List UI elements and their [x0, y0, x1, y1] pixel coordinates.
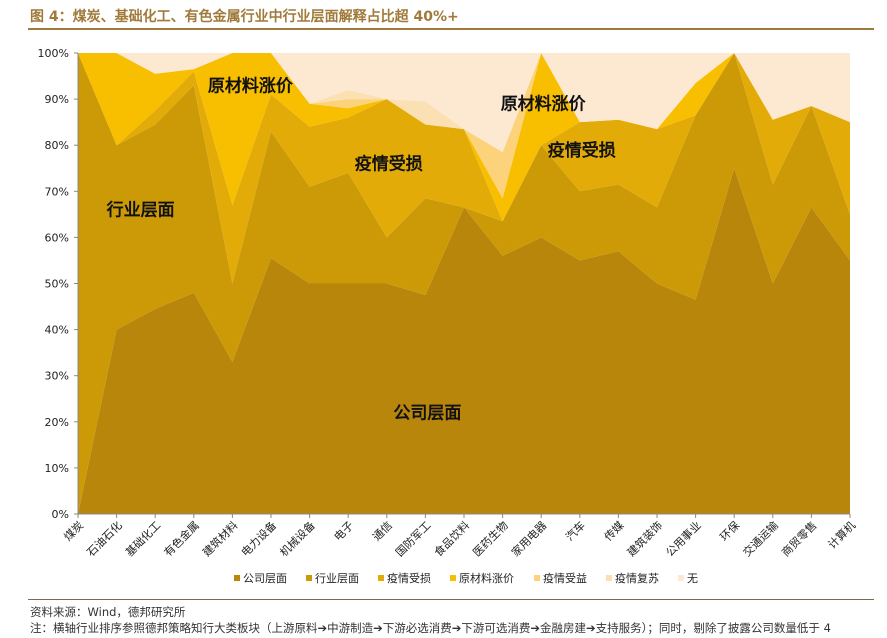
chart-annotation: 原材料涨价: [208, 75, 294, 96]
chart-annotation: 原材料涨价: [501, 94, 587, 115]
area-series-3: [78, 53, 850, 284]
x-tick-label: 基础化工: [122, 518, 163, 559]
x-tick-label: 石油石化: [84, 518, 125, 559]
y-tick-label: 10%: [45, 462, 69, 475]
legend-swatch: [606, 575, 612, 581]
legend-label: 疫情复苏: [615, 571, 659, 585]
legend-label: 原材料涨价: [459, 571, 514, 585]
title-divider: [28, 28, 874, 30]
y-tick-label: 100%: [38, 47, 69, 60]
x-tick-label: 通信: [370, 519, 395, 544]
x-tick-label: 公用事业: [663, 519, 703, 559]
y-tick-label: 90%: [45, 93, 69, 106]
legend-swatch: [234, 575, 240, 581]
x-tick-label: 汽车: [562, 518, 587, 543]
stacked-area-chart: 0% 10% 20% 30% 40% 50% 60% 70% 80% 90% 100% 煤炭石油石化…: [38, 47, 859, 585]
footer-divider: [28, 599, 874, 600]
legend-swatch: [306, 575, 312, 581]
area-series-2: [78, 53, 850, 514]
y-tick-label: 60%: [45, 231, 69, 244]
x-tick-label: 建筑材料: [200, 518, 241, 559]
x-tick-label: 国防军工: [393, 518, 434, 559]
area-series-1: [78, 168, 850, 515]
footnote: 注：横轴行业排序参照德邦策略知行大类板块（上游原料➔中游制造➔下游必选消费➔下游…: [30, 621, 831, 635]
y-tick-label: 70%: [45, 185, 69, 198]
chart-annotation: 疫情受损: [548, 140, 616, 161]
chart-annotation: 行业层面: [106, 200, 175, 221]
y-tick-label: 30%: [45, 370, 69, 383]
area-series-7: [78, 53, 850, 153]
legend-swatch: [678, 575, 684, 581]
x-tick-label: 商贸零售: [779, 518, 820, 559]
x-tick-label: 煤炭: [61, 519, 86, 544]
x-tick-label: 医药生物: [470, 518, 511, 559]
y-tick-label: 0%: [52, 508, 69, 521]
x-tick-label: 交通运输: [740, 518, 781, 559]
y-tick-label: 40%: [45, 324, 69, 337]
x-tick-label: 家用电器: [508, 518, 549, 559]
legend-label: 公司层面: [243, 572, 287, 585]
x-tick-label: 计算机: [825, 518, 858, 551]
chart-annotation: 公司层面: [393, 404, 461, 424]
x-tick-label: 电子: [332, 519, 357, 544]
legend-swatch: [450, 575, 456, 581]
x-tick-label: 环保: [717, 518, 742, 543]
y-tick-label: 20%: [45, 416, 69, 429]
x-tick-label: 建筑装饰: [624, 518, 665, 559]
x-tick-label: 有色金属: [161, 518, 202, 559]
x-tick-label: 电力设备: [238, 518, 279, 559]
legend-label: 无: [687, 572, 698, 585]
chart-annotation: 疫情受损: [355, 154, 423, 175]
area-series-4: [78, 53, 850, 222]
x-tick-label: 传媒: [602, 519, 627, 544]
legend-label: 疫情受损: [387, 571, 431, 585]
y-tick-label: 50%: [45, 278, 69, 291]
figure-title: 图 4：煤炭、基础化工、有色金属行业中行业层面解释占比超 40%+: [30, 9, 459, 25]
source-note: 资料来源：Wind，德邦研究所: [30, 605, 186, 619]
legend-swatch: [378, 575, 384, 581]
legend-label: 疫情受益: [543, 571, 587, 585]
legend-swatch: [534, 575, 540, 581]
x-tick-label: 食品饮料: [431, 518, 472, 559]
x-tick-label: 机械设备: [277, 518, 318, 559]
y-tick-label: 80%: [45, 139, 69, 152]
legend-label: 行业层面: [315, 572, 359, 585]
